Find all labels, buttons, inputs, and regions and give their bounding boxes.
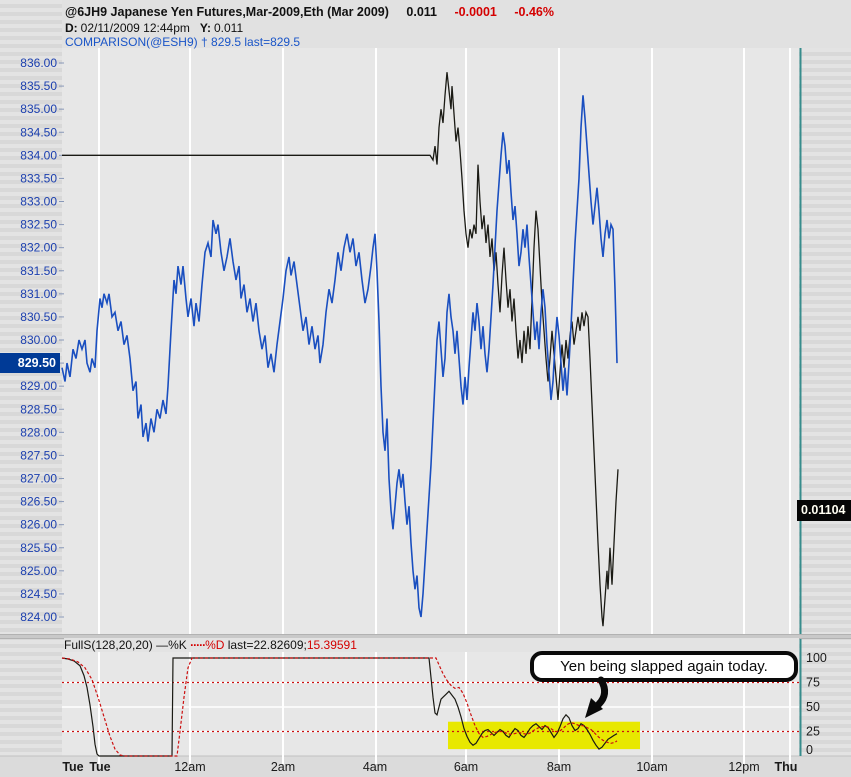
x-axis-label: Tue <box>89 760 110 774</box>
y-axis-label: 825.50 <box>20 541 57 555</box>
indicator-d-line <box>61 657 618 757</box>
time-axis-strip <box>0 756 851 777</box>
y-axis-label: 826.50 <box>20 495 57 509</box>
x-axis-label: 10am <box>636 760 667 774</box>
status-line: D: 02/11/2009 12:44pm Y: 0.011 <box>65 21 243 35</box>
x-axis-label: 12pm <box>728 760 759 774</box>
indicator-axis-label: 75 <box>806 676 820 690</box>
y-axis-label: 835.50 <box>20 79 57 93</box>
d-label: %D <box>205 638 225 652</box>
indicator-value-tag: 0.01104 <box>797 500 851 521</box>
comparison-last: last=829.5 <box>244 35 301 49</box>
series-yen-futures <box>62 72 619 627</box>
y-axis-label: 832.00 <box>20 241 57 255</box>
y-axis-label: 828.00 <box>20 425 57 439</box>
chart-header: @6JH9 Japanese Yen Futures,Mar-2009,Eth … <box>62 0 851 49</box>
price-change: -0.0001 <box>454 5 497 19</box>
indicator-last-label: last=22.82609; <box>227 638 307 652</box>
x-axis-label: 6am <box>454 760 478 774</box>
indicator-axis-label: 25 <box>806 725 820 739</box>
indicator-d-last: 15.39591 <box>306 638 357 652</box>
y-axis-label: 827.50 <box>20 448 57 462</box>
y-axis-label: 834.50 <box>20 125 57 139</box>
symbol-line: @6JH9 Japanese Yen Futures,Mar-2009,Eth … <box>65 5 554 19</box>
highlight-region <box>448 721 640 750</box>
indicator-axis-label: 0 <box>806 743 813 757</box>
y-axis-label: 824.00 <box>20 610 57 624</box>
indicator-axis-label: 50 <box>806 700 820 714</box>
symbol-title: @6JH9 Japanese Yen Futures,Mar-2009,Eth … <box>65 5 389 19</box>
x-axis-label: 2am <box>271 760 295 774</box>
y-axis-label: 826.00 <box>20 518 57 532</box>
price-pane-bg <box>62 48 799 634</box>
indicator-name: FullS(128,20,20) <box>64 638 153 652</box>
series-comparison-esh9 <box>61 95 618 618</box>
x-axis-label: 12am <box>174 760 205 774</box>
last-price: 0.011 <box>406 5 437 19</box>
x-axis-label: 8am <box>547 760 571 774</box>
d-line-sample-icon: ····· <box>190 638 206 652</box>
y-axis-label: 828.50 <box>20 402 57 416</box>
annotation-arrow-icon[interactable] <box>570 672 618 724</box>
price-highlight-tag: 829.50 <box>0 353 60 373</box>
y-axis-label: 832.50 <box>20 218 57 232</box>
price-change-pct: -0.46% <box>514 5 554 19</box>
y-axis-label: 831.00 <box>20 287 57 301</box>
x-axis-label: Tue <box>62 760 83 774</box>
y-axis-label: 829.00 <box>20 379 57 393</box>
k-label: %K <box>168 638 187 652</box>
indicator-header: FullS(128,20,20) —%K ·····%D last=22.826… <box>64 638 799 652</box>
comparison-arrow-icon: † <box>200 35 208 49</box>
k-line-sample-icon: — <box>156 638 169 652</box>
y-axis-label: 831.50 <box>20 264 57 278</box>
annotation-callout[interactable]: Yen being slapped again today. <box>530 651 798 682</box>
x-axis-label: 4am <box>363 760 387 774</box>
y-axis-label: 836.00 <box>20 56 57 70</box>
comparison-value: 829.5 <box>211 35 242 49</box>
date-label: D: <box>65 21 78 35</box>
y-axis-label: 835.00 <box>20 102 57 116</box>
comparison-name: COMPARISON(@ESH9) <box>65 35 198 49</box>
y-axis-label: 834.00 <box>20 148 57 162</box>
comparison-line: COMPARISON(@ESH9) † 829.5 last=829.5 <box>65 35 300 49</box>
y-axis-label: 830.00 <box>20 333 57 347</box>
y-axis-label: 830.50 <box>20 310 57 324</box>
y-axis-label: 827.00 <box>20 472 57 486</box>
y-axis-label: 833.00 <box>20 195 57 209</box>
x-axis-label: Thu <box>775 760 798 774</box>
indicator-axis-label: 100 <box>806 651 827 665</box>
y-axis-label: 824.50 <box>20 587 57 601</box>
y-axis-label: 833.50 <box>20 171 57 185</box>
y-label: Y: <box>199 21 211 35</box>
indicator-k-line <box>61 657 618 757</box>
date-value: 02/11/2009 12:44pm <box>80 21 190 35</box>
y-axis-label: 825.00 <box>20 564 57 578</box>
y-value: 0.011 <box>213 21 244 35</box>
